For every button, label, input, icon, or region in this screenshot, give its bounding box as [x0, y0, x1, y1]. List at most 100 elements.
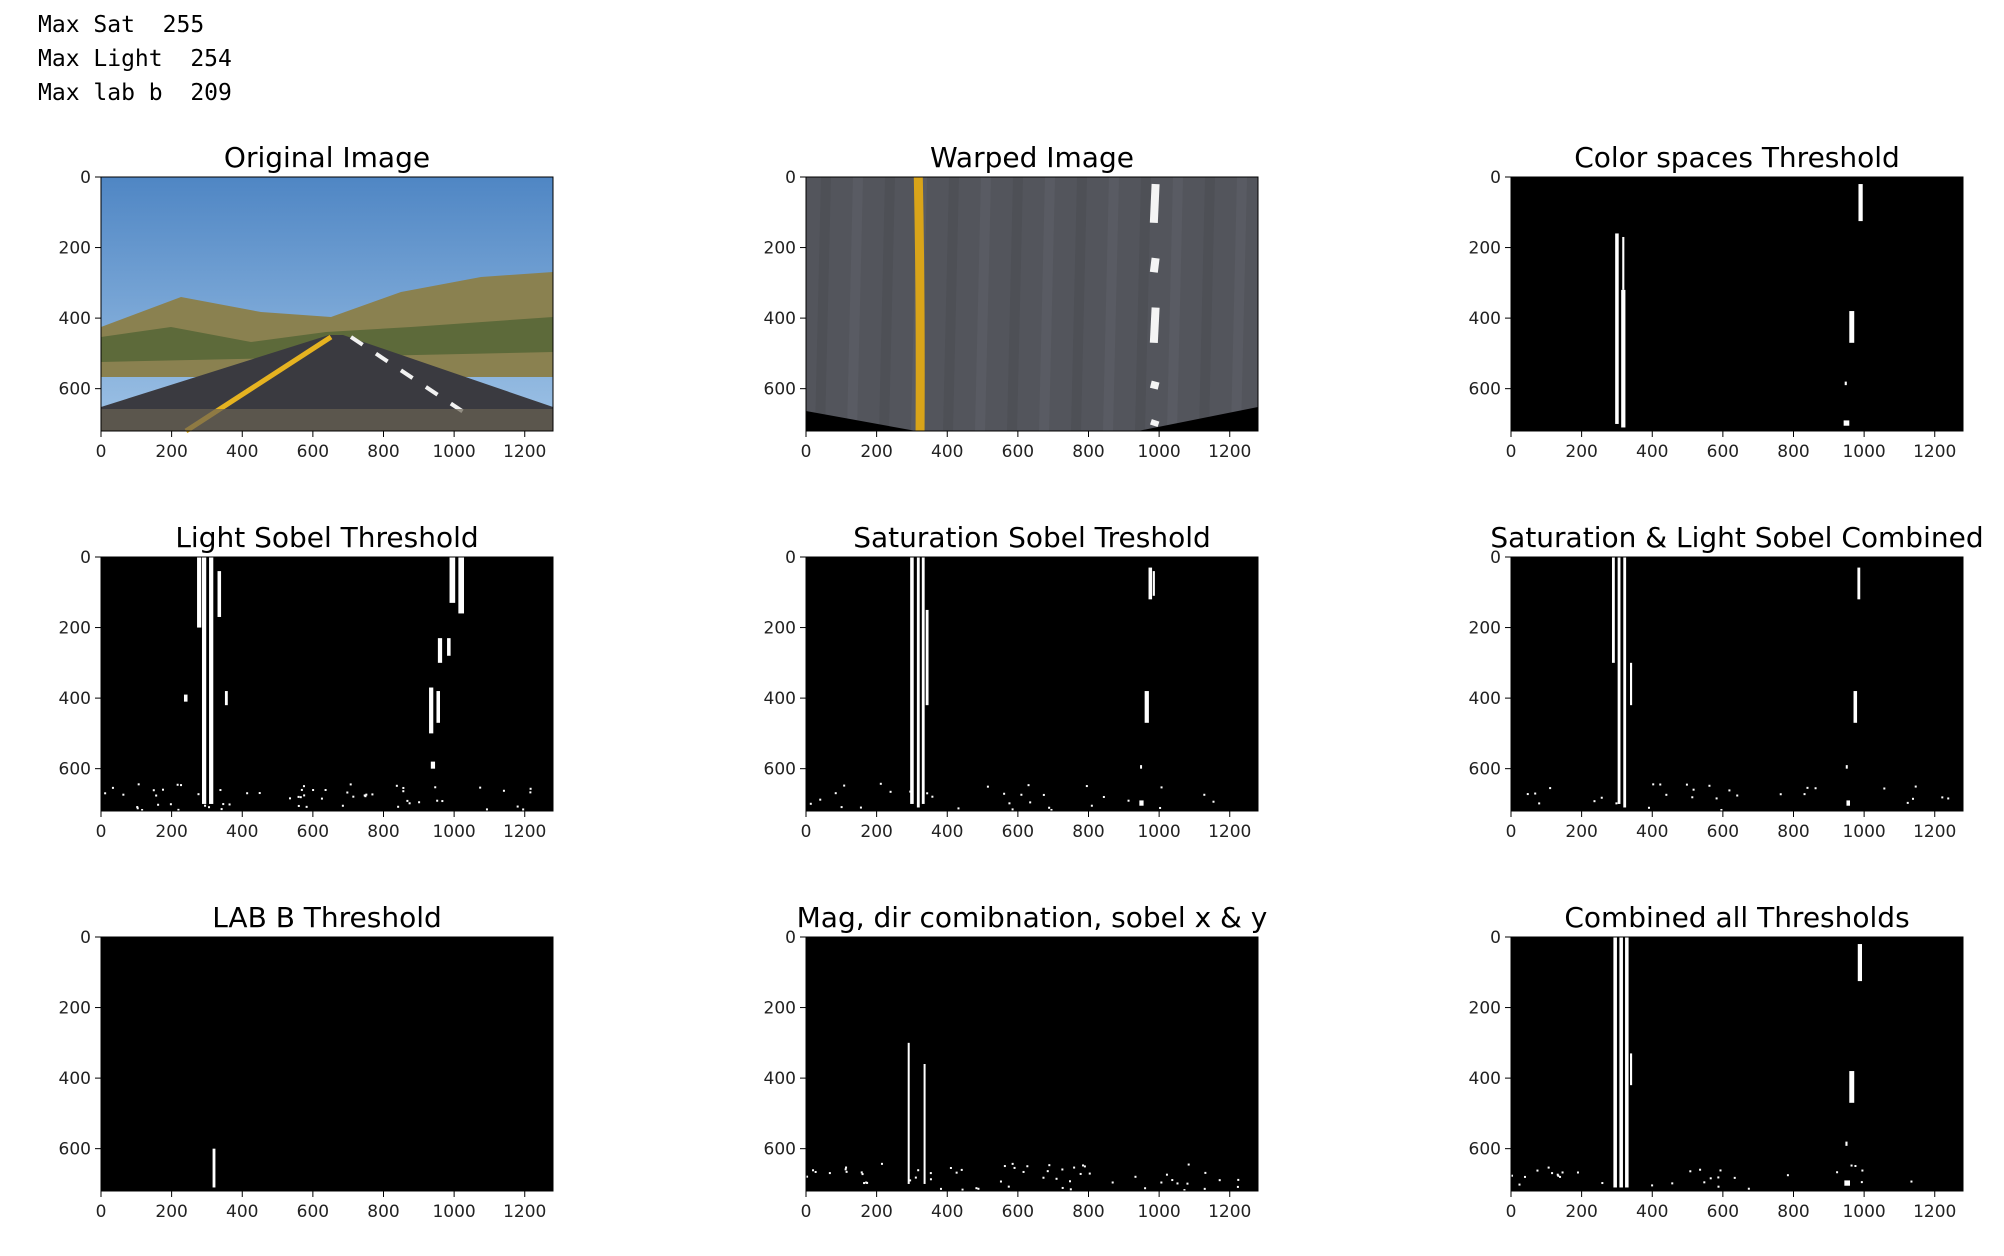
- noise-speck: [1836, 1171, 1839, 1174]
- lane-pixels: [1849, 1071, 1855, 1103]
- lane-pixels: [1148, 567, 1153, 600]
- noise-speck: [136, 806, 139, 809]
- noise-speck: [977, 1187, 980, 1190]
- noise-speck: [1102, 795, 1105, 798]
- noise-speck: [809, 802, 812, 805]
- lane-pixels: [907, 1042, 910, 1184]
- noise-speck: [1111, 1181, 1114, 1184]
- noise-speck: [502, 789, 505, 792]
- noise-speck: [957, 807, 960, 810]
- panel-title: Warped Image: [930, 141, 1134, 174]
- car-hood: [101, 409, 553, 431]
- x-tick-label: 200: [155, 1202, 187, 1222]
- panel-image: [101, 937, 553, 1191]
- lane-pixels: [458, 557, 465, 614]
- noise-speck: [320, 797, 323, 800]
- noise-speck: [806, 1175, 809, 1178]
- lane-pixels: [1857, 567, 1861, 600]
- noise-speck: [1013, 1166, 1016, 1169]
- noise-speck: [1186, 1182, 1189, 1185]
- panel-image: [101, 177, 553, 434]
- lane-pixels: [1844, 381, 1847, 386]
- x-tick-label: 0: [1506, 1202, 1517, 1222]
- noise-speck: [880, 1162, 883, 1165]
- x-tick-label: 400: [931, 442, 963, 462]
- noise-speck: [222, 803, 225, 806]
- axes-frame: [100, 556, 554, 812]
- y-tick-label: 400: [59, 1069, 91, 1089]
- noise-speck: [879, 782, 882, 785]
- y-tick-label: 400: [1469, 689, 1501, 709]
- noise-speck: [1692, 788, 1695, 791]
- panel-combined-all: Combined all Thresholds 0 200 400 600 0 200 400…: [1469, 901, 1964, 1222]
- y-tick-label: 400: [1469, 309, 1501, 329]
- noise-speck: [1020, 793, 1023, 796]
- lane-pixels: [1625, 937, 1629, 1188]
- noise-speck: [1719, 1169, 1722, 1172]
- noise-speck: [1728, 789, 1731, 792]
- x-tick-label: 0: [96, 442, 107, 462]
- x-tick-label: 200: [860, 442, 892, 462]
- y-tick-label: 200: [59, 239, 91, 259]
- noise-speck: [1159, 806, 1162, 809]
- noise-speck: [529, 791, 532, 794]
- noise-speck: [1861, 1169, 1864, 1172]
- noise-speck: [395, 784, 398, 787]
- noise-speck: [406, 799, 409, 802]
- x-tick-label: 800: [367, 442, 399, 462]
- noise-speck: [1709, 1177, 1712, 1180]
- noise-speck: [1022, 1170, 1025, 1173]
- x-tick-label: 1200: [503, 822, 546, 842]
- console-line-max-light: Max Light 254: [38, 46, 232, 72]
- noise-speck: [1042, 1176, 1045, 1179]
- lane-pixels: [183, 694, 188, 702]
- noise-speck: [346, 791, 349, 794]
- lane-pixels: [1846, 800, 1850, 806]
- x-tick-label: 400: [931, 1202, 963, 1222]
- x-tick-label: 600: [297, 822, 329, 842]
- noise-speck: [436, 799, 439, 802]
- lane-pixels: [217, 571, 222, 617]
- console-output: Max Sat 255 Max Light 254 Max lab b 209: [38, 8, 232, 110]
- noise-speck: [986, 785, 989, 788]
- x-tick-label: 200: [860, 822, 892, 842]
- noise-speck: [1008, 802, 1011, 805]
- noise-speck: [441, 800, 444, 803]
- noise-speck: [1236, 1185, 1239, 1188]
- noise-speck: [1883, 787, 1886, 790]
- noise-speck: [1127, 799, 1130, 802]
- noise-speck: [1814, 787, 1817, 790]
- noise-speck: [1083, 1165, 1086, 1168]
- noise-speck: [1165, 1173, 1168, 1176]
- noise-speck: [1011, 808, 1014, 811]
- noise-speck: [161, 788, 164, 791]
- y-tick-label: 600: [59, 1140, 91, 1160]
- noise-speck: [137, 783, 140, 786]
- noise-speck: [204, 804, 207, 807]
- x-tick-label: 400: [226, 822, 258, 842]
- panel-image: [806, 557, 1258, 811]
- x-tick-label: 1200: [1208, 822, 1251, 842]
- y-tick-label: 200: [764, 999, 796, 1019]
- noise-speck: [365, 793, 368, 796]
- panel-warped: Warped Image 0 200 400 600 0 200 400 600 800 1000 1…: [764, 141, 1259, 462]
- noise-speck: [1549, 787, 1552, 790]
- noise-speck: [219, 789, 222, 792]
- panel-image: [1511, 557, 1963, 811]
- noise-speck: [302, 785, 305, 788]
- x-tick-label: 200: [155, 822, 187, 842]
- x-tick-label: 600: [297, 1202, 329, 1222]
- x-tick-label: 200: [155, 442, 187, 462]
- panel-title: Light Sobel Threshold: [175, 521, 478, 554]
- x-tick-label: 800: [1072, 822, 1104, 842]
- noise-speck: [955, 1171, 958, 1174]
- noise-speck: [999, 1180, 1002, 1183]
- lane-pixels: [1140, 765, 1143, 769]
- lane-pixels: [1623, 557, 1627, 808]
- noise-speck: [1786, 1174, 1789, 1177]
- noise-speck: [1561, 1171, 1564, 1174]
- noise-speck: [1556, 1173, 1559, 1176]
- x-tick-label: 200: [1565, 1202, 1597, 1222]
- binary-background: [101, 937, 553, 1191]
- noise-speck: [220, 808, 223, 811]
